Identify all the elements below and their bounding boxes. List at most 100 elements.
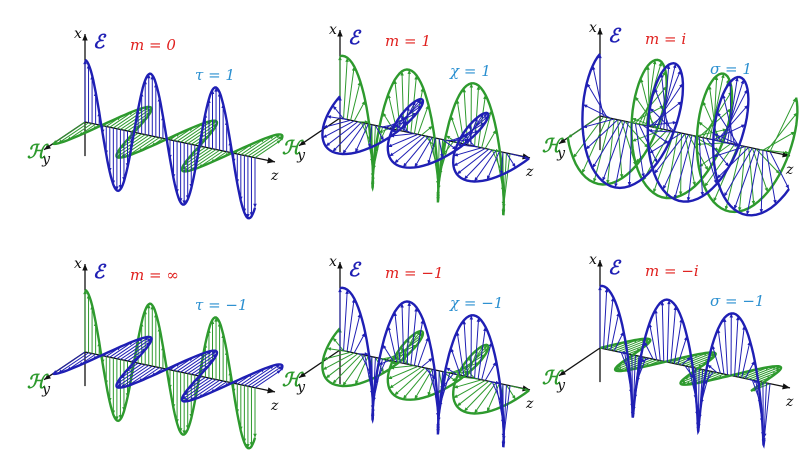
z-axis-label: z [270,168,279,184]
field-vector [251,365,283,388]
field-vector [116,106,150,130]
field-vector [659,63,677,129]
field-vector [649,107,675,132]
field-vector [190,128,215,145]
field-vector [427,137,437,165]
polarization-parameter-label: χ = 1 [449,62,491,80]
field-vector [450,347,461,376]
field-vector [662,134,689,190]
field-vector [655,309,661,361]
field-vector [677,335,688,365]
field-vector [322,352,355,371]
field-vector [582,118,615,128]
field-vector [680,133,682,196]
field-vector [733,148,757,210]
electric-field-wave [581,53,790,217]
field-vector [688,134,709,171]
y-axis-label: y [296,380,306,396]
field-vector [325,121,359,147]
field-vector [453,379,482,389]
field-vector [681,352,714,366]
field-vector [410,307,417,365]
field-vector [473,382,497,414]
field-vector [332,354,362,385]
field-vector [342,354,366,387]
field-envelope [599,284,766,449]
field-vector [113,337,144,359]
field-vector [670,305,677,363]
field-vector [716,146,750,179]
panel-4: x y z ℰ ℋm = ∞ τ = −1 [27,256,284,450]
field-vector [190,358,215,375]
field-vector [402,136,429,168]
field-vector [456,148,490,175]
field-vector [648,132,682,154]
field-vector [387,325,398,363]
field-vector [634,123,645,178]
field-envelope [339,286,505,448]
field-vector [323,119,351,128]
field-vector [180,350,213,373]
field-vector [413,319,424,366]
field-vector [119,363,142,379]
field-vector [673,318,683,364]
field-vector [183,120,217,144]
field-envelope [566,58,799,214]
field-vector [603,288,608,349]
field-vector [660,73,668,131]
field-vector [661,301,665,362]
field-vector [581,117,608,174]
field-vector [189,379,220,402]
field-vector [642,130,672,182]
field-vector [652,82,684,128]
x-axis-label: x [74,256,82,272]
y-axis-label: y [556,378,566,394]
field-vector [463,381,493,412]
field-vector [674,135,693,200]
field-vector [610,312,620,351]
field-vector [765,150,777,205]
field-vector [332,122,362,153]
field-vector [751,147,769,193]
field-vector [684,133,696,187]
field-vector [414,369,433,400]
field-vector [748,147,755,206]
field-vector [481,110,492,148]
field-vector [176,122,205,142]
magnetic-field-wave [566,58,799,214]
field-vector [394,79,401,131]
field-vector [709,138,740,147]
y-axis [298,349,341,379]
magnetic-field-label: ℋ [27,371,49,393]
field-vector [746,149,760,216]
field-vector [745,365,778,379]
field-vector [127,366,157,387]
field-vector [769,97,797,152]
electric-field-wave [83,58,257,220]
field-vector [127,136,157,157]
field-vector [760,150,764,214]
field-vector [116,364,150,388]
field-vector [463,320,468,377]
field-vector [183,379,217,402]
field-envelope [339,54,505,216]
field-vector [350,81,361,121]
field-vector [687,136,697,202]
field-vector [702,137,718,185]
field-vector [414,137,433,168]
m-value-label: m = i [645,30,686,48]
y-axis [298,117,341,147]
field-vector [585,119,619,150]
field-vector [120,135,153,159]
field-vector [116,336,150,360]
z-axis-label: z [785,162,794,178]
field-vector [738,146,746,212]
field-envelope [52,105,284,173]
field-vector [453,148,486,167]
field-vector [617,119,623,179]
field-vector [648,323,658,360]
field-vector [724,317,728,375]
field-envelope [84,288,257,450]
field-vector [323,351,351,360]
